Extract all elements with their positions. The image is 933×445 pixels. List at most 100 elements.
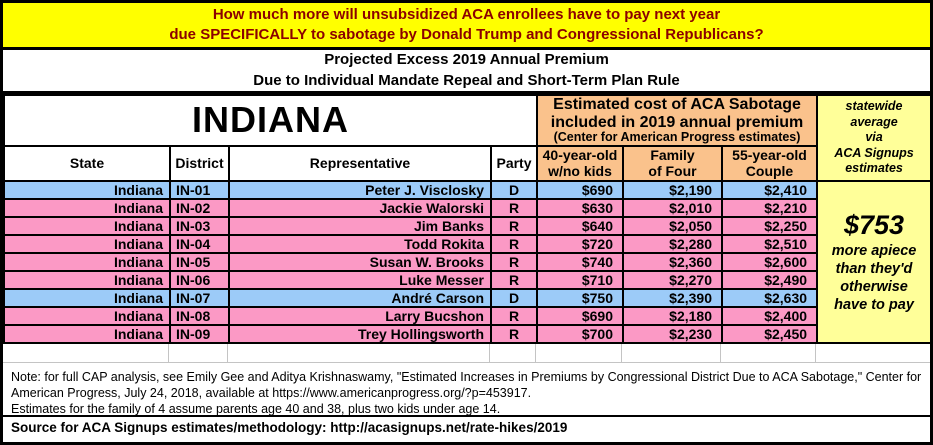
cell-family-of-four: $2,180: [622, 305, 723, 326]
cell-district: IN-04: [169, 233, 230, 254]
cell-district: IN-06: [169, 269, 230, 290]
cell-party: R: [490, 215, 538, 236]
column-header-party: Party: [490, 144, 538, 182]
cell-district: IN-05: [169, 251, 230, 272]
cell-representative: Jim Banks: [228, 215, 492, 236]
footnote-cap-analysis: Note: for full CAP analysis, see Emily G…: [11, 369, 922, 401]
banner-line-2: due SPECIFICALLY to sabotage by Donald T…: [169, 26, 764, 43]
cell-55-year-old: $2,630: [720, 287, 819, 308]
footnote-family-assumptions: Estimates for the family of 4 assume par…: [11, 402, 501, 417]
cell-representative: Larry Bucshon: [228, 305, 492, 326]
cell-55-year-old: $2,510: [720, 233, 819, 254]
cell-family-of-four: $2,230: [622, 323, 723, 344]
table-row-in-03: Indiana IN-03 Jim Banks R $640 $2,050 $2…: [3, 215, 930, 236]
cell-state: Indiana: [3, 233, 171, 254]
column-header-representative: Representative: [228, 144, 492, 182]
table-row-in-01: Indiana IN-01 Peter J. Visclosky D $690 …: [3, 179, 930, 344]
cell-55-year-old: $2,450: [720, 323, 819, 344]
cell-state: Indiana: [3, 305, 171, 326]
table-row-in-08: Indiana IN-08 Larry Bucshon R $690 $2,18…: [3, 305, 930, 326]
empty-cell: [169, 343, 228, 362]
column-header-row: State District Representative Party 40-y…: [3, 144, 930, 182]
cell-family-of-four: $2,050: [622, 215, 723, 236]
cell-family-of-four: $2,190: [622, 179, 723, 200]
cell-party: R: [490, 233, 538, 254]
cell-representative: Peter J. Visclosky: [228, 179, 492, 200]
premium-table: INDIANA Estimated cost of ACA Sabotage i…: [3, 94, 930, 344]
statewide-average-caption: more apiece than they'd otherwise have t…: [831, 242, 917, 314]
column-header-family-of-four: Family of Four: [622, 144, 723, 182]
cell-party: R: [490, 305, 538, 326]
cell-district: IN-09: [169, 323, 230, 344]
cell-family-of-four: $2,270: [622, 269, 723, 290]
sabotage-header-line-1: Estimated cost of ACA Sabotage: [553, 96, 801, 113]
cell-party: D: [490, 179, 538, 200]
cell-state: Indiana: [3, 287, 171, 308]
footnotes: Note: for full CAP analysis, see Emily G…: [3, 363, 930, 417]
table-row-in-06: Indiana IN-06 Luke Messer R $710 $2,270 …: [3, 269, 930, 290]
cell-representative: Luke Messer: [228, 269, 492, 290]
cell-family-of-four: $2,280: [622, 233, 723, 254]
empty-cell: [622, 343, 721, 362]
cell-representative: Jackie Walorski: [228, 197, 492, 218]
cell-state: Indiana: [3, 269, 171, 290]
source-line: Source for ACA Signups estimates/methodo…: [3, 414, 930, 439]
cell-40-year-old: $740: [536, 251, 624, 272]
cell-district: IN-01: [169, 179, 230, 200]
state-title: INDIANA: [3, 94, 538, 147]
cell-55-year-old: $2,400: [720, 305, 819, 326]
table-row-in-05: Indiana IN-05 Susan W. Brooks R $740 $2,…: [3, 251, 930, 272]
cell-district: IN-07: [169, 287, 230, 308]
cell-representative: Susan W. Brooks: [228, 251, 492, 272]
cell-district: IN-02: [169, 197, 230, 218]
cell-family-of-four: $2,010: [622, 197, 723, 218]
top-banner: How much more will unsubsidized ACA enro…: [3, 3, 930, 50]
table-row-in-09: Indiana IN-09 Trey Hollingsworth R $700 …: [3, 323, 930, 344]
sabotage-header-line-2: included in 2019 annual premium: [550, 113, 804, 131]
cell-state: Indiana: [3, 251, 171, 272]
cell-state: Indiana: [3, 197, 171, 218]
cell-district: IN-08: [169, 305, 230, 326]
column-header-55-year-old: 55-year-old Couple: [720, 144, 819, 182]
column-header-state: State: [3, 144, 171, 182]
cell-40-year-old: $690: [536, 305, 624, 326]
cell-55-year-old: $2,600: [720, 251, 819, 272]
table-row-in-04: Indiana IN-04 Todd Rokita R $720 $2,280 …: [3, 233, 930, 254]
table-row-in-02: Indiana IN-02 Jackie Walorski R $630 $2,…: [3, 197, 930, 218]
cell-family-of-four: $2,360: [622, 251, 723, 272]
cell-representative: André Carson: [228, 287, 492, 308]
subtitle-line-1: Projected Excess 2019 Annual Premium: [324, 51, 609, 69]
cell-40-year-old: $710: [536, 269, 624, 290]
sabotage-header: Estimated cost of ACA Sabotage included …: [535, 94, 819, 147]
report-subtitle: Projected Excess 2019 Annual Premium Due…: [3, 50, 930, 94]
cell-55-year-old: $2,410: [720, 179, 819, 200]
cell-representative: Todd Rokita: [228, 233, 492, 254]
cell-40-year-old: $630: [536, 197, 624, 218]
empty-cell: [721, 343, 816, 362]
cell-40-year-old: $720: [536, 233, 624, 254]
empty-cell: [490, 343, 536, 362]
cell-40-year-old: $640: [536, 215, 624, 236]
cell-party: D: [490, 287, 538, 308]
cell-state: Indiana: [3, 215, 171, 236]
cell-55-year-old: $2,210: [720, 197, 819, 218]
empty-cell: [228, 343, 490, 362]
statewide-average-panel: $753 more apiece than they'd otherwise h…: [816, 179, 930, 344]
cell-party: R: [490, 197, 538, 218]
empty-cell: [3, 343, 169, 362]
column-header-40-year-old: 40-year-old w/no kids: [536, 144, 624, 182]
table-title-row: INDIANA Estimated cost of ACA Sabotage i…: [3, 94, 930, 182]
statewide-average-note: statewide average via ACA Signups estima…: [816, 94, 930, 182]
cell-representative: Trey Hollingsworth: [228, 323, 492, 344]
spreadsheet-gridline-strip: [3, 343, 930, 363]
cell-district: IN-03: [169, 215, 230, 236]
cell-party: R: [490, 323, 538, 344]
cell-40-year-old: $750: [536, 287, 624, 308]
cell-party: R: [490, 269, 538, 290]
cell-40-year-old: $700: [536, 323, 624, 344]
cell-state: Indiana: [3, 179, 171, 200]
empty-cell: [816, 344, 930, 362]
column-header-district: District: [169, 144, 230, 182]
cell-55-year-old: $2,490: [720, 269, 819, 290]
